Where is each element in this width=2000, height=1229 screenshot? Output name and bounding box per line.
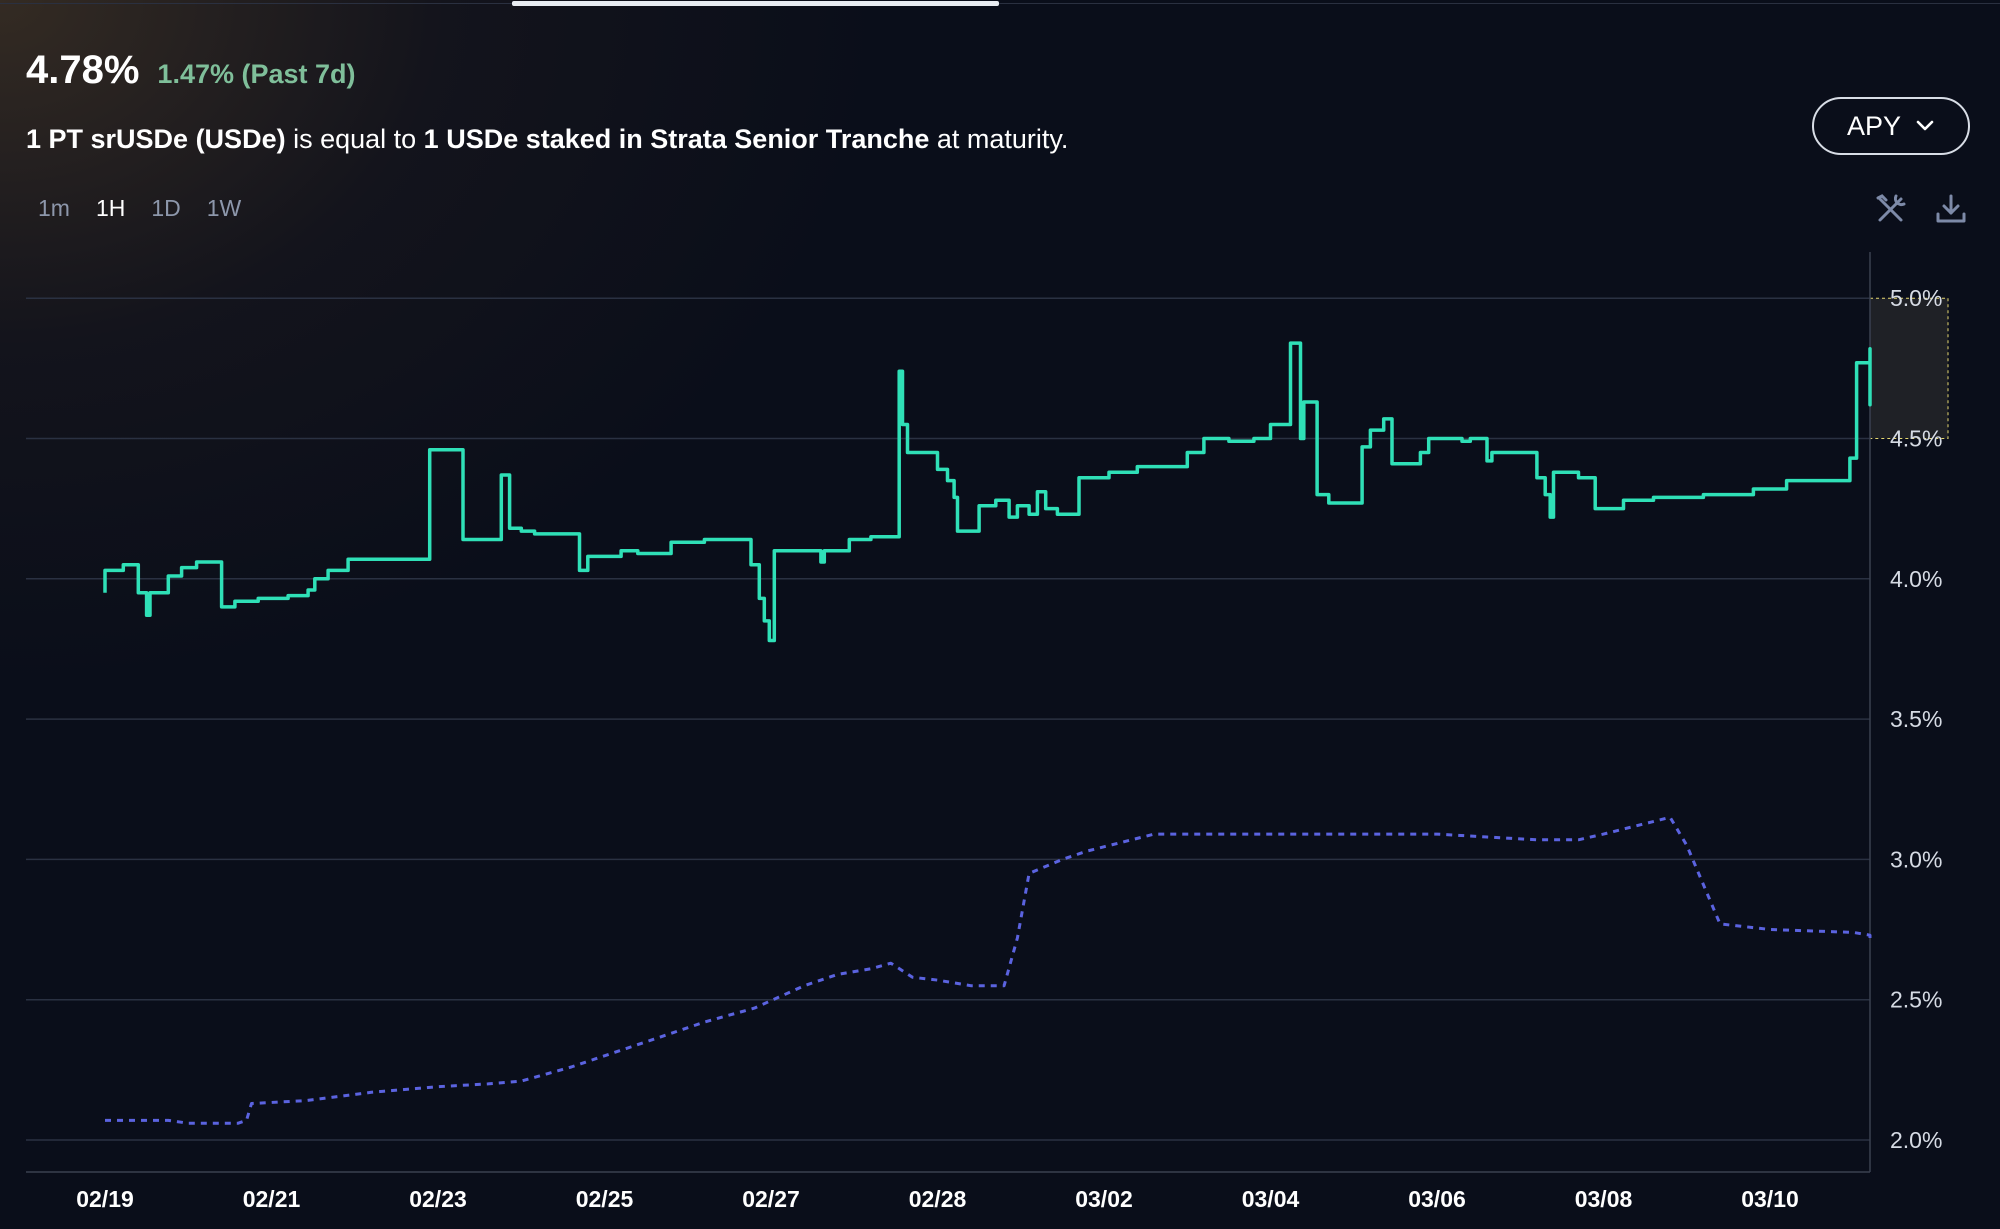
y-tick-label: 5.0% <box>1890 285 1942 311</box>
x-tick-label: 03/10 <box>1741 1186 1799 1212</box>
x-tick-label: 02/21 <box>243 1186 301 1212</box>
metric-select-label: APY <box>1846 110 1902 141</box>
description-text-1: is equal to <box>285 124 424 154</box>
tools-icon[interactable] <box>1874 192 1908 226</box>
interval-1h[interactable]: 1H <box>95 195 126 221</box>
underlying-description: 1 USDe staked in Strata Senior Tranche <box>423 124 930 154</box>
interval-1w[interactable]: 1W <box>206 195 242 221</box>
x-tick-label: 02/23 <box>409 1186 467 1212</box>
highlight-band <box>1869 297 1949 440</box>
download-icon[interactable] <box>1934 192 1968 226</box>
chart-tools <box>1874 192 1968 226</box>
x-tick-label: 02/28 <box>909 1186 967 1212</box>
interval-1m[interactable]: 1m <box>38 195 70 221</box>
x-tick-label: 02/25 <box>576 1186 634 1212</box>
series-lines <box>103 341 1872 1125</box>
x-tick-label: 03/08 <box>1575 1186 1633 1212</box>
tab-divider <box>0 3 2000 4</box>
x-axis-ticks: 02/19 02/21 02/23 02/25 02/27 02/28 03/02 03/04… <box>76 1186 1799 1212</box>
metric-select-button[interactable]: APY <box>1812 97 1970 155</box>
apy-header: 4.78% 1.47% (Past 7d) <box>26 48 356 93</box>
implied-apy-line <box>103 341 1872 643</box>
y-tick-label: 4.5% <box>1890 426 1942 452</box>
description-text-2: at maturity. <box>929 124 1069 154</box>
underlying-apy-line <box>105 815 1872 1125</box>
x-tick-label: 02/27 <box>742 1186 800 1212</box>
y-tick-label: 2.0% <box>1890 1127 1942 1153</box>
apy-change: 1.47% (Past 7d) <box>157 59 356 89</box>
x-tick-label: 03/02 <box>1075 1186 1133 1212</box>
maturity-description: 1 PT srUSDe (USDe) is equal to 1 USDe st… <box>26 124 1068 155</box>
interval-1d[interactable]: 1D <box>151 195 181 221</box>
pt-token-name: 1 PT srUSDe (USDe) <box>26 124 286 154</box>
y-tick-label: 4.0% <box>1890 566 1942 592</box>
chevron-down-icon <box>1916 120 1934 131</box>
active-tab-indicator <box>512 1 999 6</box>
x-tick-label: 03/04 <box>1242 1186 1300 1212</box>
y-tick-label: 3.5% <box>1890 706 1942 732</box>
y-axis-ticks: 2.0% 2.5% 3.0% 3.5% 4.0% 4.5% 5.0% <box>1890 285 1942 1153</box>
current-apy-value: 4.78% <box>26 48 140 92</box>
y-tick-label: 3.0% <box>1890 846 1942 872</box>
x-tick-label: 03/06 <box>1408 1186 1466 1212</box>
y-tick-label: 2.5% <box>1890 987 1942 1013</box>
grid-lines <box>26 297 1870 1141</box>
interval-selector: 1m 1H 1D 1W <box>38 195 241 222</box>
x-tick-label: 02/19 <box>76 1186 134 1212</box>
